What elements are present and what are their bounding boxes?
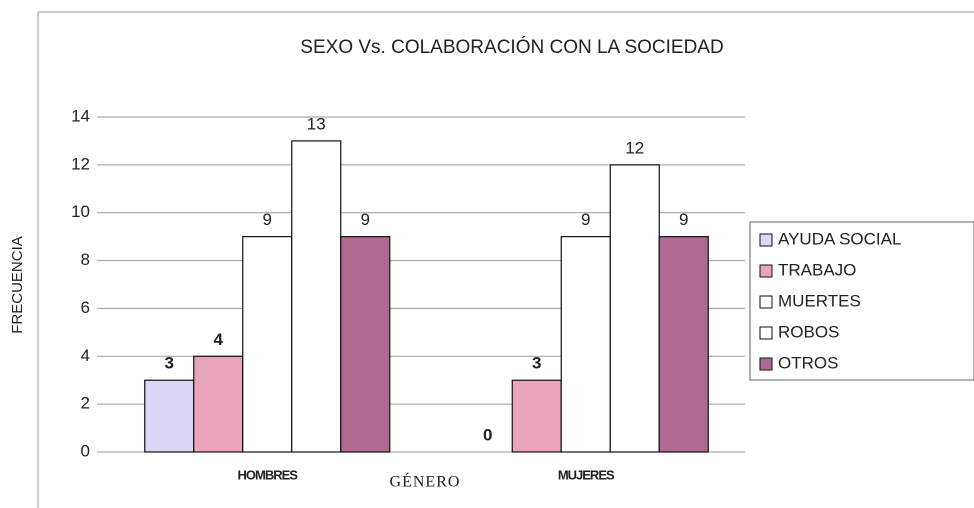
legend-swatch	[759, 326, 773, 340]
y-tick-label: 6	[81, 298, 90, 317]
legend-label: OTROS	[778, 353, 838, 372]
y-tick-label: 4	[81, 346, 90, 365]
data-label: 4	[214, 330, 224, 349]
bar	[609, 164, 660, 453]
legend-swatch	[759, 264, 773, 278]
bar	[291, 140, 342, 453]
bar	[511, 379, 562, 453]
legend-label: TRABAJO	[778, 260, 856, 279]
legend-swatch	[759, 357, 773, 371]
data-label: 12	[625, 138, 644, 157]
bar	[340, 236, 391, 453]
y-tick-label: 14	[71, 106, 90, 125]
legend-swatch	[759, 233, 773, 247]
data-label: 3	[165, 354, 174, 373]
legend-swatch	[759, 295, 773, 309]
x-tick-label: HOMBRES	[238, 467, 299, 482]
bar	[242, 236, 293, 453]
data-label: 9	[361, 210, 370, 229]
y-tick-label: 12	[71, 154, 90, 173]
bar	[144, 379, 195, 453]
y-tick-label: 10	[71, 202, 90, 221]
y-axis-title: FRECUENCIA	[9, 236, 26, 334]
data-label: 13	[307, 114, 326, 133]
data-label: 9	[263, 210, 272, 229]
y-tick-label: 8	[81, 250, 90, 269]
legend	[749, 221, 974, 381]
legend-label: AYUDA SOCIAL	[778, 229, 901, 248]
bar	[560, 236, 611, 453]
data-label: 0	[483, 425, 492, 444]
x-axis-title: GÉNERO	[390, 472, 461, 491]
data-label: 3	[532, 354, 541, 373]
legend-label: MUERTES	[778, 291, 861, 310]
x-tick-label: MUJERES	[558, 467, 615, 482]
y-tick-label: 0	[81, 441, 90, 460]
data-label: 9	[679, 210, 688, 229]
bar	[193, 355, 244, 453]
data-label: 9	[581, 210, 590, 229]
bar	[658, 236, 709, 453]
chart-title: SEXO Vs. COLABORACIÓN CON LA SOCIEDAD	[300, 36, 723, 58]
y-tick-label: 2	[81, 394, 90, 413]
legend-label: ROBOS	[778, 322, 839, 341]
